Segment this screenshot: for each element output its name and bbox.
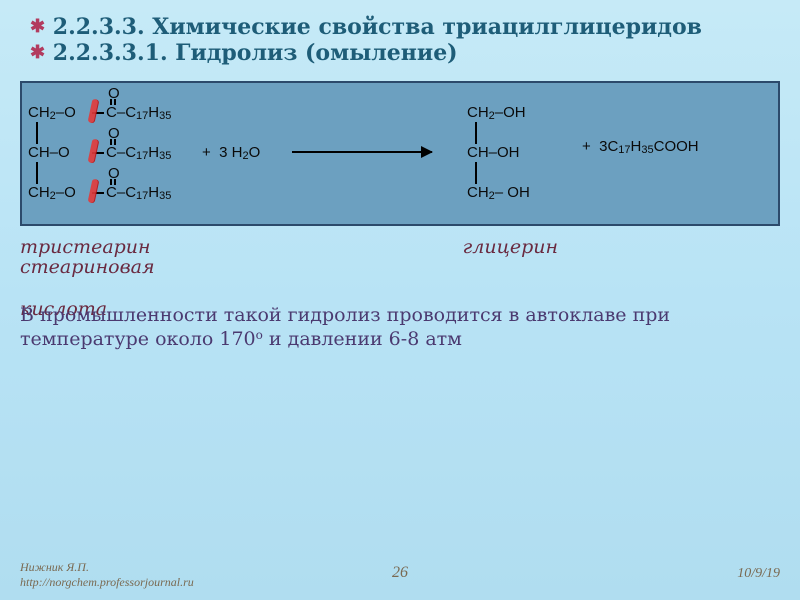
note-line1: В промышленности такой гидролиз проводит… [20, 304, 670, 326]
cleavage-mark-3 [88, 178, 99, 203]
reaction-arrow [292, 151, 432, 153]
glycerol-r1: CH2–OH [467, 105, 526, 122]
dbl-2b [114, 139, 116, 145]
note-line2: температуре около 170o и давлении 6-8 ат… [20, 328, 760, 350]
bond-v2 [36, 162, 38, 184]
star-icon: ✱ [30, 42, 45, 63]
reaction-scheme: CH2–O CH–O CH2–O C–С17H35 C–С17H35 C–С17… [20, 81, 780, 226]
footer-date: 10/9/19 [737, 566, 780, 582]
gly-bond-1 [475, 122, 477, 144]
ester-3: C–С17H35 [106, 185, 171, 202]
heading-1: ✱ 2.2.3.3. Химические свойства триацилгл… [30, 14, 780, 40]
star-icon: ✱ [30, 16, 45, 37]
bond-v1 [36, 122, 38, 144]
labels-row2: стеариновая [20, 256, 780, 278]
ester-2: C–С17H35 [106, 145, 171, 162]
dbl-1b [114, 99, 116, 105]
mol-left-r2: CH–O [28, 145, 70, 160]
cleavage-mark-2 [88, 138, 99, 163]
dbl-3b [114, 179, 116, 185]
footer-page: 26 [392, 564, 408, 582]
mol-left-r1: CH2–O [28, 105, 76, 122]
plus-h2o: + 3 H2O [202, 145, 260, 162]
glycerol-r2: CH–OH [467, 145, 520, 160]
labels-row1: тристеарин глицерин [20, 236, 780, 258]
dbl-2a [110, 139, 112, 145]
cleavage-mark-1 [88, 98, 99, 123]
label-stearic: стеариновая [20, 256, 155, 278]
mol-left-r3: CH2–O [28, 185, 76, 202]
heading-2-text: 2.2.3.3.1. Гидролиз (омыление) [53, 40, 458, 66]
plus-acid: + 3C17H35COOH [582, 139, 699, 156]
dbl-1a [110, 99, 112, 105]
dbl-3a [110, 179, 112, 185]
glycerol-r3: CH2– OH [467, 185, 530, 202]
footer-author: Нижник Я.П.http://norgchem.professorjour… [20, 560, 194, 590]
gly-bond-2 [475, 162, 477, 184]
heading-1-text: 2.2.3.3. Химические свойства триацилглиц… [53, 14, 702, 40]
label-glycerin: глицерин [463, 236, 558, 258]
ester-1: C–С17H35 [106, 105, 171, 122]
heading-2: ✱ 2.2.3.3.1. Гидролиз (омыление) [30, 40, 780, 66]
label-tristearin: тристеарин [20, 236, 151, 258]
